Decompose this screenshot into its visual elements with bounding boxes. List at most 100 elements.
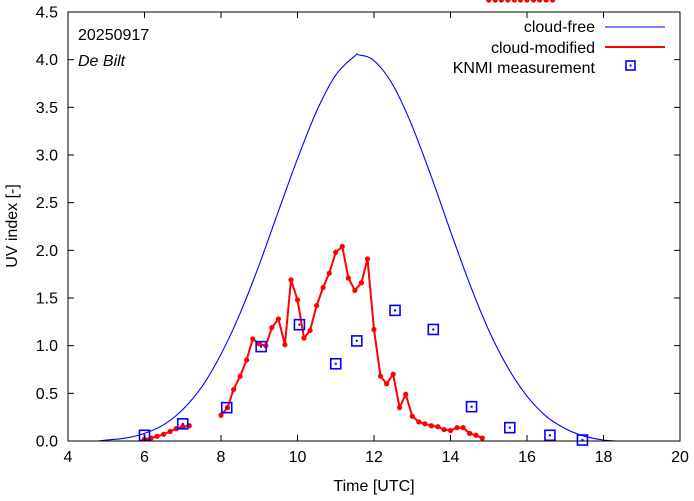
y-tick-label: 1.0	[36, 338, 58, 355]
data-point-cloud-modified	[537, 0, 543, 3]
data-point-cloud-modified	[301, 335, 307, 341]
data-point-cloud-modified	[237, 373, 243, 379]
data-point-center-knmi-measurement	[548, 434, 551, 437]
y-tick-label: 2.5	[36, 195, 58, 212]
date-annotation: 20250917	[78, 27, 149, 44]
data-point-cloud-modified	[282, 342, 288, 348]
data-point-cloud-modified	[505, 0, 511, 3]
data-point-cloud-modified	[307, 327, 313, 334]
series-line-cloud-free	[98, 53, 616, 442]
data-point-cloud-modified	[167, 428, 173, 435]
data-point-knmi-measurement	[576, 434, 589, 446]
data-point-center-knmi-measurement	[355, 339, 358, 342]
data-point-cloud-modified	[397, 405, 403, 411]
y-tick-label: 2.0	[36, 243, 58, 260]
data-point-center-knmi-measurement	[225, 406, 228, 409]
data-point-cloud-modified	[492, 0, 498, 3]
y-tick-label: 3.5	[36, 100, 58, 117]
data-point-knmi-measurement	[465, 400, 478, 413]
data-point-cloud-modified	[320, 284, 326, 291]
y-tick-label: 0.0	[36, 434, 58, 451]
data-point-center-knmi-measurement	[432, 328, 435, 331]
data-point-cloud-modified	[345, 275, 351, 281]
data-point-center-knmi-measurement	[394, 309, 397, 312]
legend: cloud-free cloud-modified KNMI measureme…	[453, 19, 665, 77]
y-axis-title: UV index [-]	[4, 184, 21, 268]
data-point-cloud-modified	[422, 421, 428, 427]
data-point-cloud-modified	[543, 0, 549, 3]
data-point-cloud-modified	[498, 0, 504, 3]
data-point-cloud-modified	[154, 433, 160, 439]
data-point-cloud-modified	[517, 0, 524, 3]
data-point-cloud-modified	[364, 256, 371, 262]
data-point-cloud-modified	[460, 425, 466, 431]
data-point-cloud-modified	[256, 341, 262, 347]
x-tick-label: 6	[140, 449, 149, 466]
data-point-cloud-modified	[479, 435, 485, 441]
data-point-center-knmi-measurement	[470, 405, 473, 408]
legend-label-knmi-measurement: KNMI measurement	[453, 60, 596, 77]
y-tick-label: 4.5	[36, 5, 58, 22]
data-point-cloud-modified	[454, 425, 460, 431]
y-tick-label: 1.5	[36, 291, 58, 308]
data-point-cloud-modified	[435, 424, 441, 430]
data-point-cloud-modified	[339, 243, 345, 250]
y-tick-label: 4.0	[36, 52, 58, 69]
data-point-cloud-modified	[218, 412, 224, 418]
data-point-cloud-modified	[377, 373, 384, 379]
data-point-knmi-measurement	[176, 418, 189, 430]
data-point-cloud-modified	[269, 324, 275, 331]
data-point-center-knmi-measurement	[181, 422, 184, 425]
legend-swatch-knmi-dot	[629, 64, 632, 67]
data-point-knmi-measurement	[544, 429, 556, 442]
x-tick-label: 8	[217, 449, 226, 466]
data-point-cloud-modified	[244, 357, 250, 363]
data-point-cloud-modified	[288, 277, 294, 283]
series-layer	[98, 0, 616, 446]
data-point-center-knmi-measurement	[260, 345, 263, 348]
data-point-cloud-modified	[358, 280, 364, 286]
x-tick-label: 12	[365, 449, 383, 466]
legend-swatch-knmi-measurement	[625, 60, 636, 71]
data-point-cloud-modified	[294, 297, 301, 303]
data-point-cloud-modified	[524, 0, 530, 3]
data-point-knmi-measurement	[255, 340, 267, 353]
data-point-knmi-measurement	[503, 421, 516, 434]
data-point-cloud-modified	[333, 249, 339, 255]
ticks-layer: 4 6 8 10 12 14 16 18 20 0.0 0.5 1.0 1.5 2.0 2.5 3.0 3.5 4…	[36, 5, 689, 467]
data-point-cloud-modified	[275, 316, 281, 322]
data-point-cloud-modified	[371, 326, 377, 333]
x-tick-label: 16	[518, 449, 536, 466]
data-point-cloud-modified	[441, 426, 447, 433]
x-axis-title: Time [UTC]	[333, 478, 414, 495]
data-point-knmi-measurement	[293, 318, 306, 331]
data-point-cloud-modified	[231, 386, 237, 393]
data-point-cloud-modified	[326, 270, 332, 276]
data-point-center-knmi-measurement	[334, 362, 337, 365]
data-point-cloud-modified	[511, 0, 517, 3]
data-point-knmi-measurement	[350, 335, 363, 347]
data-point-cloud-modified	[447, 427, 454, 434]
data-point-cloud-modified	[403, 391, 409, 397]
data-point-cloud-modified	[486, 0, 492, 3]
x-tick-label: 14	[442, 449, 460, 466]
data-point-cloud-modified	[473, 432, 479, 438]
x-tick-label: 20	[671, 449, 689, 466]
station-annotation: De Bilt	[78, 53, 126, 70]
data-point-cloud-modified	[161, 431, 167, 437]
data-point-cloud-modified	[428, 423, 434, 429]
data-point-center-knmi-measurement	[508, 426, 511, 429]
x-tick-label: 4	[64, 449, 73, 466]
legend-label-cloud-modified: cloud-modified	[491, 40, 595, 57]
data-point-knmi-measurement	[389, 304, 401, 317]
legend-label-cloud-free: cloud-free	[524, 19, 595, 36]
y-tick-label: 0.5	[36, 386, 58, 403]
data-point-cloud-modified	[352, 287, 358, 293]
data-point-cloud-modified	[250, 336, 256, 342]
y-tick-label: 3.0	[36, 148, 58, 165]
data-point-cloud-modified	[314, 303, 320, 309]
data-point-cloud-modified	[180, 424, 186, 430]
data-point-cloud-modified	[384, 381, 390, 387]
data-point-cloud-modified	[390, 371, 396, 377]
